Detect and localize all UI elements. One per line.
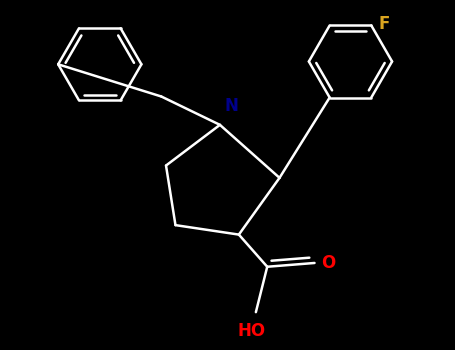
Text: F: F (379, 15, 390, 33)
Text: HO: HO (237, 322, 265, 340)
Text: N: N (225, 97, 238, 116)
Text: O: O (321, 254, 335, 272)
